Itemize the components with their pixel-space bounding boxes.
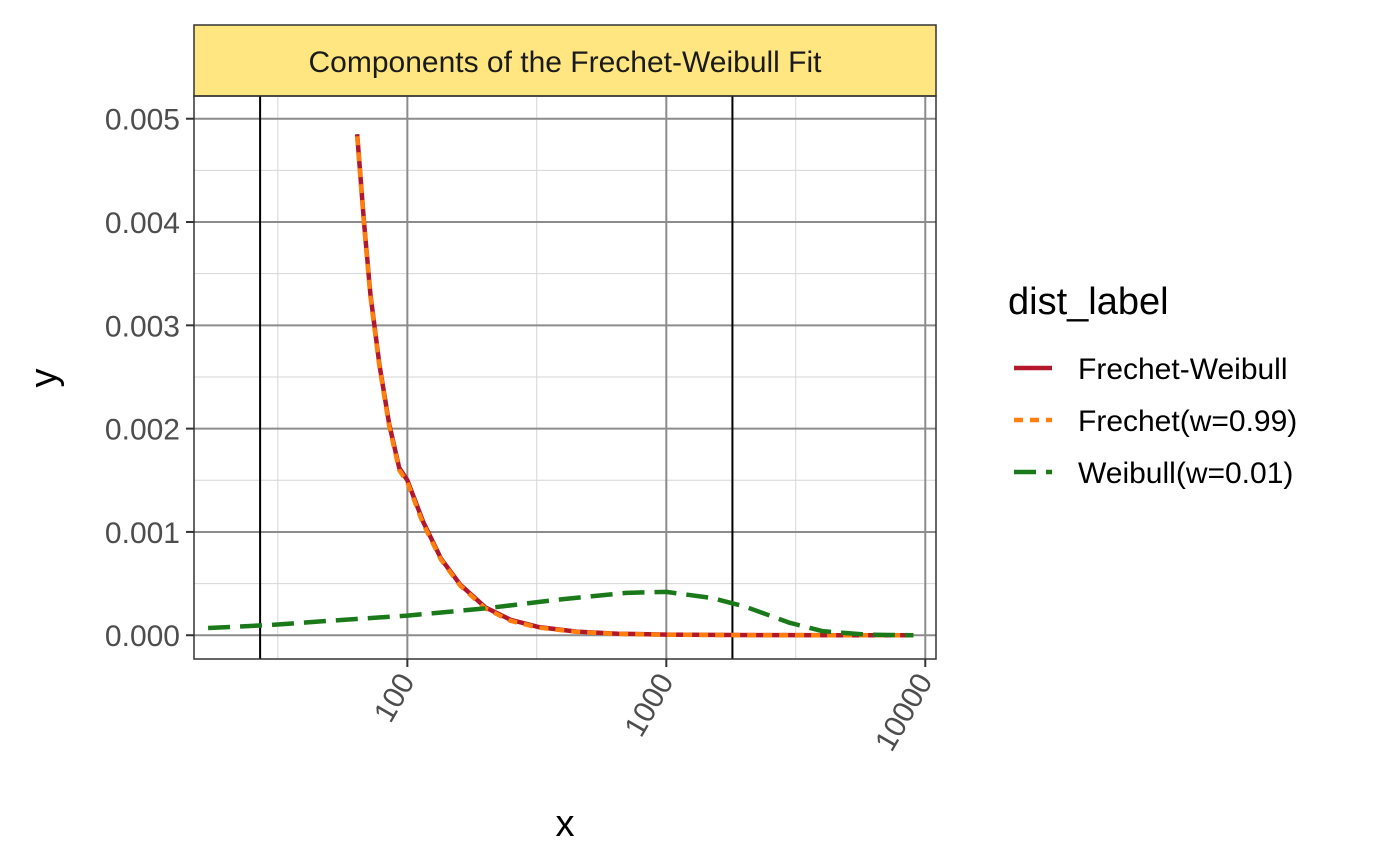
y-axis: 0.000 0.001 0.002 0.003 0.004 0.005 [105, 104, 194, 653]
x-tick-label: 10000 [869, 668, 939, 757]
legend-title: dist_label [1008, 281, 1169, 323]
series-layer [207, 134, 914, 638]
x-tick-label: 1000 [618, 668, 680, 742]
legend-entries: Frechet-Weibull Frechet(w=0.99) Weibull(w=… [1014, 353, 1297, 490]
y-tick-label: 0.002 [105, 414, 180, 447]
legend: dist_label Frechet-Weibull Frechet(w=0.99… [1008, 281, 1297, 490]
x-axis: 100 1000 10000 [368, 659, 939, 757]
y-axis-label: y [23, 369, 65, 388]
legend-label: Weibull(w=0.01) [1078, 457, 1293, 490]
x-tick-label: 100 [368, 668, 422, 728]
y-tick-label: 0.001 [105, 517, 180, 550]
y-tick-label: 0.003 [105, 310, 180, 343]
major-gridlines [194, 96, 936, 659]
chart-title: Components of the Frechet-Weibull Fit [308, 46, 822, 79]
legend-label: Frechet-Weibull [1078, 353, 1288, 386]
panel-border [193, 95, 937, 660]
y-tick-label: 0.005 [105, 104, 180, 137]
reference-lines [259, 96, 734, 659]
y-tick-label: 0.004 [105, 207, 180, 240]
series-line [354, 136, 914, 638]
y-tick-label: 0.000 [105, 620, 180, 653]
minor-gridlines [194, 96, 936, 659]
x-axis-label: x [556, 803, 575, 845]
series-line [207, 589, 914, 638]
facet-strip [193, 24, 937, 97]
legend-label: Frechet(w=0.99) [1078, 405, 1297, 438]
